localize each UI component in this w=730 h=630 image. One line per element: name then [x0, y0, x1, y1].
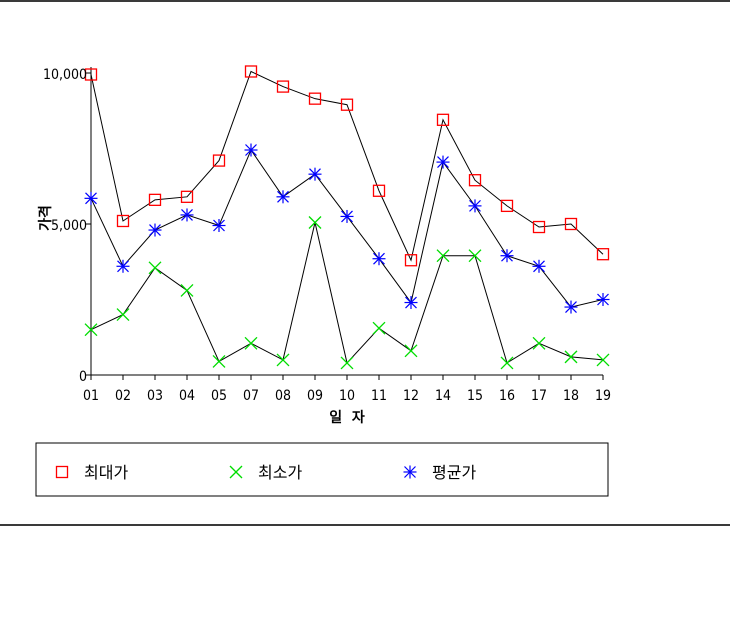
- legend-label-2: 최소가: [258, 463, 302, 482]
- data-point: [564, 217, 578, 231]
- data-point: [436, 155, 450, 169]
- data-point: [244, 143, 258, 157]
- y-tick-label: 10,000: [43, 67, 87, 83]
- y-tick-label: 0: [79, 369, 87, 385]
- data-point: [244, 336, 258, 350]
- data-point: [276, 80, 290, 93]
- data-point: [212, 154, 226, 167]
- y-tick-labels: 0 5,000 10,000: [43, 67, 87, 385]
- data-point: [596, 248, 610, 261]
- x-tick-label: 16: [499, 388, 515, 404]
- data-point: [500, 356, 514, 370]
- data-point: [372, 321, 386, 335]
- series-line-2: [90, 222, 604, 364]
- legend-label-3: 평균가: [432, 463, 476, 482]
- data-point: [372, 184, 386, 197]
- data-point: [596, 293, 610, 306]
- data-point: [404, 344, 418, 358]
- x-tick-label: 10: [339, 388, 355, 404]
- x-tick-label: 07: [243, 388, 259, 404]
- data-point: [404, 254, 418, 267]
- y-tick-label: 5,000: [51, 218, 87, 234]
- legend-marker-1: [55, 465, 69, 479]
- x-tick-label: 15: [467, 388, 483, 404]
- data-point: [116, 259, 130, 273]
- data-point: [532, 259, 546, 273]
- data-point: [84, 191, 98, 205]
- data-point: [436, 249, 450, 263]
- x-tick-label: 19: [595, 388, 611, 404]
- x-tick-label: 05: [211, 388, 227, 404]
- data-point: [404, 296, 418, 310]
- x-tick-labels: 01 02 03 04 05 07 08 09 10 11 12 14 15 16 17 18 19: [83, 388, 611, 404]
- data-point: [148, 193, 162, 206]
- x-tick-label: 04: [179, 388, 195, 404]
- top-divider: [0, 0, 730, 2]
- x-tick-label: 17: [531, 388, 547, 404]
- legend: 최대가 최소가 평균가: [35, 442, 609, 497]
- data-point: [148, 261, 162, 275]
- data-point: [564, 350, 578, 364]
- x-tick-label: 08: [275, 388, 291, 404]
- data-point: [244, 65, 258, 78]
- data-point: [340, 356, 354, 370]
- series-markers: [84, 65, 610, 370]
- data-point: [468, 174, 482, 187]
- data-point: [276, 190, 290, 204]
- legend-marker-2: [229, 465, 243, 479]
- legend-box: [35, 442, 609, 497]
- data-point: [180, 190, 194, 203]
- y-axis-label: 가격: [37, 205, 54, 231]
- x-tick-label: 18: [563, 388, 579, 404]
- x-tick-label: 14: [435, 388, 451, 404]
- x-tick-label: 02: [115, 388, 131, 404]
- data-point: [500, 249, 514, 263]
- data-point: [532, 220, 546, 234]
- data-point: [340, 209, 354, 223]
- x-tick-label: 03: [147, 388, 163, 404]
- data-point: [212, 219, 226, 233]
- data-point: [596, 353, 610, 367]
- data-point: [468, 249, 482, 263]
- data-point: [308, 92, 322, 105]
- x-tick-label: 11: [371, 388, 387, 404]
- legend-label-1: 최대가: [84, 463, 128, 482]
- data-point: [372, 252, 386, 266]
- x-tick-label: 09: [307, 388, 323, 404]
- x-tick-label: 12: [403, 388, 419, 404]
- data-point: [84, 68, 98, 81]
- data-point: [180, 283, 194, 297]
- series-line-1: [90, 70, 604, 262]
- data-point: [532, 336, 546, 350]
- legend-marker-3: [403, 465, 417, 479]
- series-line-3: [90, 148, 604, 308]
- x-tick-label: 01: [83, 388, 99, 404]
- data-point: [116, 308, 130, 322]
- data-point: [500, 199, 514, 213]
- x-axis-label: 일 자: [329, 410, 365, 426]
- data-point: [212, 354, 226, 368]
- data-point: [436, 113, 450, 126]
- data-point: [84, 323, 98, 337]
- axes: [86, 67, 604, 380]
- data-point: [116, 214, 130, 228]
- data-point: [308, 216, 322, 229]
- data-point: [276, 353, 290, 367]
- data-point: [564, 300, 578, 314]
- data-point: [308, 167, 322, 181]
- data-point: [340, 98, 354, 111]
- data-point: [148, 223, 162, 237]
- bottom-divider: [0, 524, 730, 526]
- data-point: [468, 199, 482, 213]
- data-point: [180, 208, 194, 222]
